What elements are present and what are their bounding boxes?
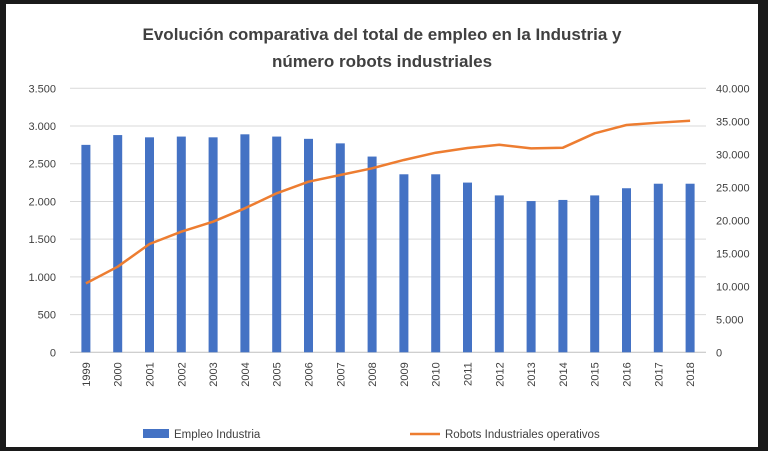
left-axis-tick-label: 2.500 <box>28 159 56 171</box>
left-axis-tick-label: 0 <box>50 347 56 359</box>
bar-2010 <box>431 174 441 353</box>
left-axis-tick-label: 3.500 <box>28 83 56 95</box>
x-axis-tick-label: 2008 <box>367 362 379 386</box>
chart-title-line-2: número robots industriales <box>272 52 492 71</box>
right-axis-tick-label: 30.000 <box>716 149 750 161</box>
left-axis-tick-label: 1.000 <box>28 272 56 284</box>
bar-2003 <box>208 137 218 353</box>
right-axis-tick-label: 20.000 <box>716 215 750 227</box>
bar-2007 <box>335 143 345 353</box>
chart-card: Evolución comparativa del total de emple… <box>6 4 758 447</box>
x-axis-tick-label: 2009 <box>399 362 411 386</box>
bar-2000 <box>113 135 123 353</box>
x-axis-tick-label: 2004 <box>240 362 252 386</box>
bar-2012 <box>494 195 504 353</box>
x-axis-tick-label: 2017 <box>653 362 665 386</box>
x-axis-tick-label: 2012 <box>494 362 506 386</box>
bar-2016 <box>622 188 631 353</box>
x-axis-tick-label: 2002 <box>176 362 188 386</box>
x-axis-tick-label: 2006 <box>304 362 316 386</box>
x-axis-tick-label: 1999 <box>81 362 93 386</box>
x-axis-tick-label: 2000 <box>113 362 125 386</box>
bar-2017 <box>653 183 663 353</box>
x-axis-tick-label: 2010 <box>431 362 443 386</box>
x-axis-tick-label: 2015 <box>590 362 602 386</box>
legend-bar-swatch <box>143 429 169 438</box>
x-axis-tick-label: 2016 <box>622 362 634 386</box>
right-axis-tick-label: 5.000 <box>716 314 744 326</box>
bar-2015 <box>590 195 600 353</box>
x-axis-tick-label: 2011 <box>463 362 475 386</box>
combo-chart: Evolución comparativa del total de emple… <box>28 25 750 441</box>
bar-2005 <box>272 136 282 353</box>
right-axis-tick-label: 35.000 <box>716 116 750 128</box>
left-axis-tick-label: 1.500 <box>28 234 56 246</box>
x-axis-tick-label: 2003 <box>208 362 220 386</box>
bar-2006 <box>304 138 313 353</box>
bar-2004 <box>240 134 250 353</box>
x-axis-tick-label: 2007 <box>335 362 347 386</box>
x-axis-tick-label: 2013 <box>526 362 538 386</box>
chart-title-line-1: Evolución comparativa del total de emple… <box>143 25 623 44</box>
legend-label-robots: Robots Industriales operativos <box>445 429 600 441</box>
bar-2013 <box>526 201 536 353</box>
robots-line <box>85 119 691 285</box>
bar-2011 <box>463 182 472 353</box>
bar-2008 <box>367 156 377 353</box>
left-axis-tick-label: 3.000 <box>28 121 56 133</box>
x-axis-tick-label: 2005 <box>272 362 284 386</box>
x-axis-tick-label: 2014 <box>558 362 570 386</box>
x-axis-tick-label: 2018 <box>685 362 697 386</box>
left-axis-tick-label: 500 <box>38 310 56 322</box>
left-axis-tick-label: 2.000 <box>28 196 56 208</box>
bar-1999 <box>81 144 91 353</box>
x-axis-tick-label: 2001 <box>145 362 157 386</box>
right-axis-tick-label: 40.000 <box>716 83 750 95</box>
right-axis-tick-label: 25.000 <box>716 182 750 194</box>
bar-2002 <box>176 136 186 353</box>
right-axis-tick-label: 0 <box>716 347 722 359</box>
bar-2014 <box>558 199 568 353</box>
bar-2009 <box>399 174 409 353</box>
right-axis-tick-label: 15.000 <box>716 248 750 260</box>
bar-2018 <box>685 183 695 353</box>
legend-label-empleo: Empleo Industria <box>174 429 261 441</box>
right-axis-tick-label: 10.000 <box>716 281 750 293</box>
